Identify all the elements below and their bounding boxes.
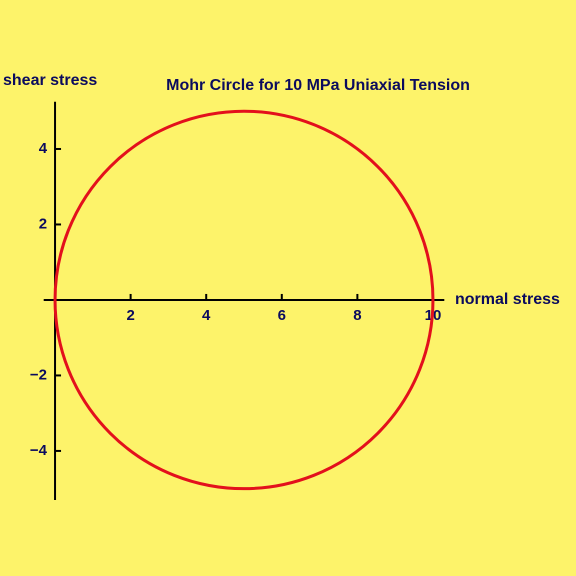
chart-title: Mohr Circle for 10 MPa Uniaxial Tension (166, 77, 470, 94)
mohr-circle (53, 109, 435, 491)
x-tick-label: 4 (202, 307, 211, 324)
y-tick-label: −2 (30, 366, 47, 383)
x-tick-label: 8 (353, 307, 361, 324)
x-tick-label: 2 (126, 307, 134, 324)
x-axis-label: normal stress (455, 291, 560, 308)
y-axis-label: shear stress (3, 72, 97, 89)
y-tick-label: 2 (39, 215, 47, 232)
y-tick-label: 4 (39, 140, 48, 157)
y-tick-label: −4 (30, 442, 48, 459)
x-tick-label: 6 (278, 307, 286, 324)
